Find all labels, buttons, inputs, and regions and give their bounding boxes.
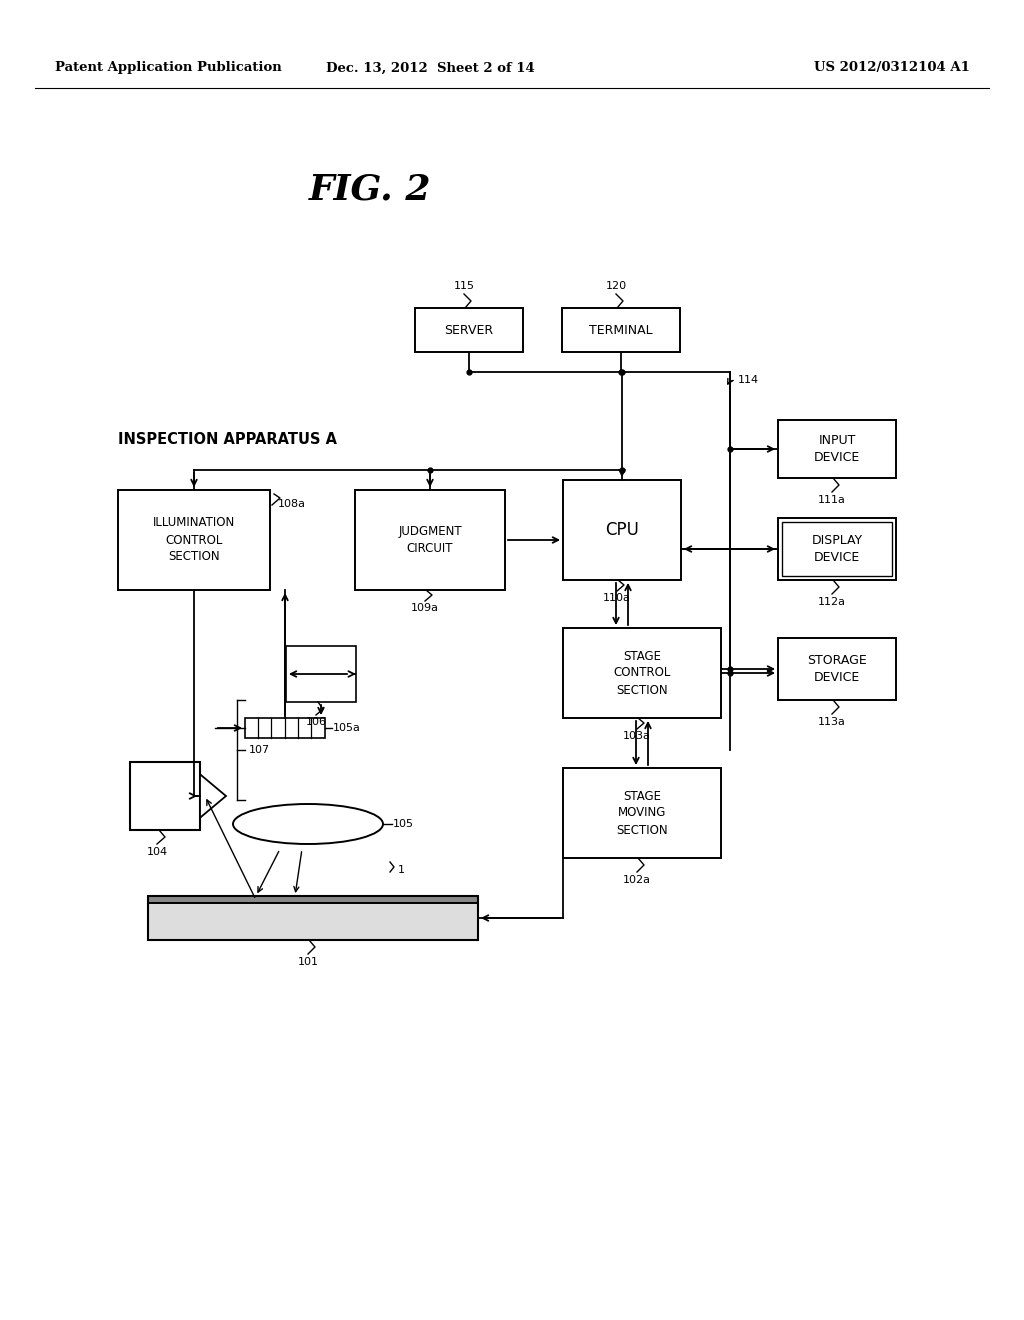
Text: SERVER: SERVER (444, 323, 494, 337)
Text: 107: 107 (249, 744, 270, 755)
Text: Dec. 13, 2012  Sheet 2 of 14: Dec. 13, 2012 Sheet 2 of 14 (326, 62, 535, 74)
Text: FIG. 2: FIG. 2 (309, 173, 431, 207)
Bar (778, 517, 896, 579)
Text: 102a: 102a (623, 875, 651, 884)
Text: 115: 115 (454, 281, 474, 290)
Text: 110a: 110a (603, 593, 631, 603)
Text: CPU: CPU (605, 521, 639, 539)
Bar (778, 420, 896, 478)
Text: 101: 101 (298, 957, 318, 968)
Text: 105a: 105a (333, 723, 360, 733)
Bar (118, 490, 270, 590)
Text: 108a: 108a (278, 499, 306, 510)
Text: US 2012/0312104 A1: US 2012/0312104 A1 (814, 62, 970, 74)
Text: ILLUMINATION
CONTROL
SECTION: ILLUMINATION CONTROL SECTION (153, 516, 236, 564)
Bar (782, 521, 892, 576)
Text: 105: 105 (393, 818, 414, 829)
Bar (148, 896, 478, 940)
Bar (778, 638, 896, 700)
Text: INPUT
DEVICE: INPUT DEVICE (814, 434, 860, 465)
Bar (562, 308, 680, 352)
Text: 111a: 111a (818, 495, 846, 506)
Text: STORAGE
DEVICE: STORAGE DEVICE (807, 653, 867, 684)
Bar (563, 628, 721, 718)
Text: DISPLAY
DEVICE: DISPLAY DEVICE (811, 535, 862, 564)
Ellipse shape (233, 804, 383, 843)
Text: 104: 104 (146, 847, 168, 857)
Bar (415, 308, 523, 352)
Text: JUDGMENT
CIRCUIT: JUDGMENT CIRCUIT (398, 525, 462, 554)
Bar (130, 762, 200, 830)
Text: 103a: 103a (623, 731, 651, 741)
Text: INSPECTION APPARATUS A: INSPECTION APPARATUS A (118, 433, 337, 447)
Polygon shape (200, 775, 226, 818)
Text: 114: 114 (738, 375, 759, 385)
Text: 1: 1 (398, 865, 406, 875)
Bar (563, 768, 721, 858)
Text: Patent Application Publication: Patent Application Publication (55, 62, 282, 74)
Text: 113a: 113a (818, 717, 846, 727)
Bar (148, 903, 478, 940)
Text: 106: 106 (305, 717, 327, 727)
Bar (148, 896, 478, 903)
Text: 120: 120 (605, 281, 627, 290)
Bar (355, 490, 505, 590)
Bar (286, 645, 356, 702)
Text: STAGE
CONTROL
SECTION: STAGE CONTROL SECTION (613, 649, 671, 697)
Bar (245, 718, 325, 738)
Text: 112a: 112a (818, 597, 846, 607)
Text: TERMINAL: TERMINAL (589, 323, 653, 337)
Bar (563, 480, 681, 579)
Text: STAGE
MOVING
SECTION: STAGE MOVING SECTION (616, 789, 668, 837)
Text: 109a: 109a (411, 603, 439, 612)
